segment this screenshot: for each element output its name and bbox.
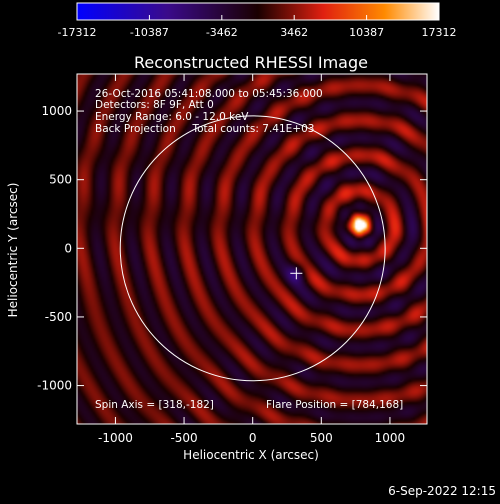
heatmap-plot	[77, 74, 427, 424]
heatmap-image	[77, 74, 427, 424]
y-tick-label: 500	[49, 173, 72, 187]
colorbar-tick-label: -10387	[130, 26, 169, 39]
x-tick-label: -500	[170, 431, 197, 445]
info-line-time: 26-Oct-2016 05:41:08.000 to 05:45:36.000	[95, 88, 323, 100]
colorbar-tick-label: 10387	[349, 26, 384, 39]
x-tick-label: 500	[310, 431, 333, 445]
colorbar-tick-label: 17312	[422, 26, 457, 39]
spin-axis-label: Spin Axis = [318,-182]	[95, 399, 214, 411]
observation-info: 26-Oct-2016 05:41:08.000 to 05:45:36.000…	[95, 88, 323, 135]
x-tick-label: -1000	[98, 431, 133, 445]
x-axis-label: Heliocentric X (arcsec)	[183, 448, 319, 462]
solar-limb-circle	[119, 115, 386, 382]
chart-title: Reconstructed RHESSI Image	[134, 53, 368, 72]
info-line-energy: Energy Range: 6.0 - 12.0 keV	[95, 111, 249, 123]
y-tick-label: 0	[64, 241, 72, 255]
info-line-detectors: Detectors: 8F 9F, Att 0	[95, 99, 214, 111]
plot-frame	[76, 73, 428, 425]
x-tick-label: 0	[249, 431, 257, 445]
x-tick-label: 1000	[375, 431, 406, 445]
colorbar-tick-label: -3462	[206, 26, 238, 39]
timestamp: 6-Sep-2022 12:15	[388, 484, 496, 498]
info-line-method: Back Projection Total counts: 7.41E+03	[95, 123, 314, 135]
colorbar	[76, 2, 440, 21]
y-axis-label: Heliocentric Y (arcsec)	[6, 183, 20, 318]
colorbar-tick-label: 3462	[280, 26, 308, 39]
y-tick-label: 1000	[41, 104, 72, 118]
colorbar-tick-label: -17312	[58, 26, 97, 39]
x-axis-ticks: -1000 -500 0 500 1000	[98, 74, 405, 445]
spin-axis-cross-icon	[290, 267, 303, 280]
y-axis-ticks: -1000 -500 0 500 1000	[37, 104, 427, 393]
y-tick-label: -1000	[37, 379, 72, 393]
y-tick-label: -500	[45, 310, 72, 324]
colorbar-ticks: -17312 -10387 -3462 3462 10387 17312	[58, 15, 457, 39]
flare-position-label: Flare Position = [784,168]	[266, 399, 403, 411]
